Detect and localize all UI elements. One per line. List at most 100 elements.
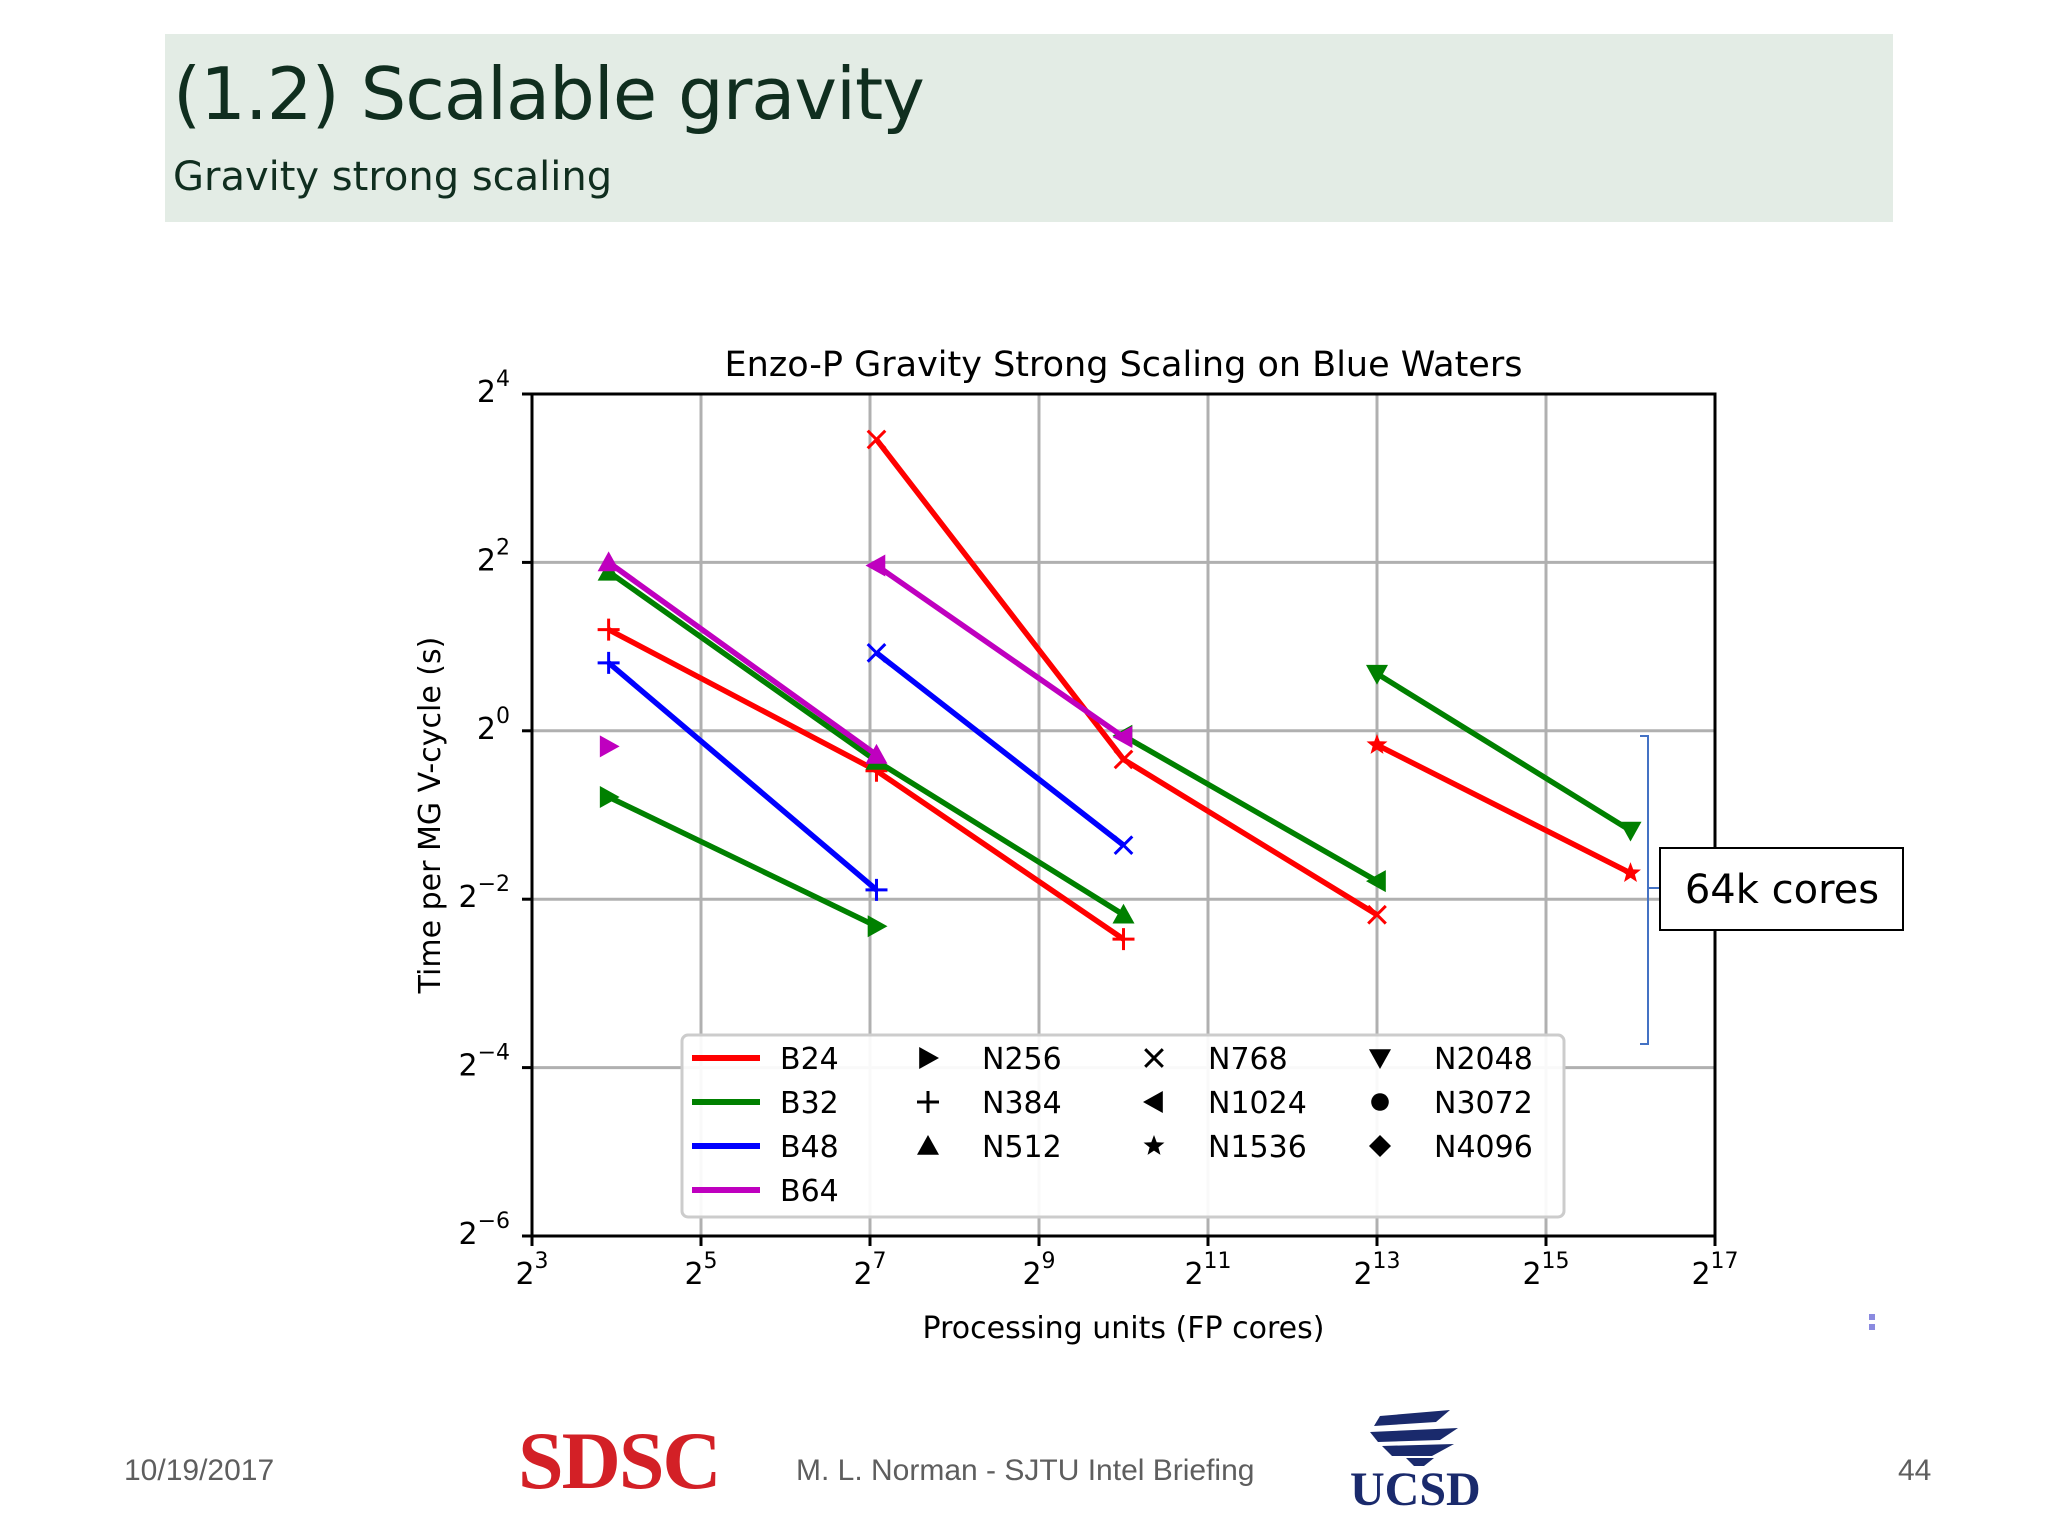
legend-marker [1369,1049,1391,1069]
data-point [597,651,620,674]
marker-shape [1369,1049,1391,1069]
series-b24-n768 [866,429,1387,925]
legend-marker [1371,1093,1389,1111]
data-point [1112,928,1135,951]
y-tick-exponent: 2 [496,535,510,560]
ucsd-logo: UCSD [1350,1463,1481,1516]
marker-shape [1371,1093,1389,1111]
data-point [1366,733,1388,754]
data-point [599,785,620,808]
legend-label: B64 [780,1174,839,1209]
data-point [865,878,888,901]
marker-shape [866,642,887,663]
data-point [1366,664,1388,685]
x-tick-exponent: 13 [1373,1249,1401,1274]
y-tick-label: 2−2 [458,872,510,915]
slide-subtitle: Gravity strong scaling [173,154,613,200]
x-tick-label: 27 [853,1249,886,1292]
y-tick-label: 2−6 [458,1209,510,1252]
cores-callout: 64k cores [1640,735,1904,1045]
series-b64-n512 [597,551,888,764]
legend-label: B48 [780,1130,839,1165]
x-tick-exponent: 9 [1042,1249,1056,1274]
marker-shape [1143,1091,1163,1113]
ucsd-seal-icon [1370,1410,1458,1466]
data-point [599,735,620,758]
series-line [607,560,879,758]
series-line [607,794,878,929]
data-point [1367,904,1387,925]
legend-label: N768 [1208,1042,1288,1077]
marker-shape [865,743,888,764]
x-tick-exponent: 15 [1542,1249,1570,1274]
x-tick-exponent: 5 [704,1249,718,1274]
marker-shape [867,915,888,938]
marker-shape [1112,726,1133,749]
marker-shape [865,554,886,577]
marker-shape [1619,821,1642,842]
data-point [866,642,887,663]
y-tick-label: 22 [477,535,510,578]
legend-marker [919,1047,939,1069]
marker-shape [1620,862,1641,882]
y-tick-label: 2−4 [458,1041,510,1084]
series-line [874,650,1126,848]
legend-label: N256 [982,1042,1062,1077]
x-tick-exponent: 3 [535,1249,549,1274]
data-point [865,554,886,577]
series-b32-n1024 [1112,724,1386,893]
marker-shape [599,735,620,758]
dots-icon [1869,1314,1875,1330]
callout-bracket [1640,735,1649,1045]
data-point [597,551,620,572]
series-line [1375,742,1632,876]
marker-shape [597,651,620,674]
legend-marker [1369,1135,1391,1157]
y-axis-label: Time per MG V-cycle (s) [413,637,448,995]
series-line [607,569,1125,918]
series-line [1375,671,1632,833]
series-b48-n384 [597,651,888,901]
slide-title: (1.2) Scalable gravity [173,52,925,136]
legend-label: N512 [982,1130,1062,1165]
chart-title: Enzo-P Gravity Strong Scaling on Blue Wa… [725,345,1523,385]
plot-frame [530,392,1717,1238]
marker-shape [917,1091,939,1113]
series-b64-n256 [599,735,620,758]
x-tick-label: 25 [684,1249,717,1292]
y-tick-exponent: −6 [478,1209,510,1234]
data-point [1113,835,1134,856]
chart-legend: B24 B32 B48 B64 N256 N384 N512 N768 N1024 N1536 N2… [680,1033,1566,1219]
marker-shape [917,1135,939,1155]
sdsc-logo: SDSC [518,1415,722,1506]
marker-shape [597,618,620,641]
y-tick-exponent: −2 [478,872,510,897]
y-tick-exponent: 0 [496,704,510,729]
marker-shape [599,785,620,808]
x-tick-label: 215 [1522,1249,1569,1292]
legend-label: N2048 [1434,1042,1533,1077]
data-point [1366,870,1386,893]
legend-marker [1144,1048,1164,1068]
legend-marker [1143,1091,1163,1113]
marker-shape [1112,903,1135,924]
data-point [865,743,888,764]
legend-label: B32 [780,1086,839,1121]
legend-label: N4096 [1434,1130,1533,1165]
footer-date: 10/19/2017 [124,1454,275,1487]
y-tick-label: 24 [477,367,510,410]
data-point [1620,862,1641,882]
legend-label: N1024 [1208,1086,1307,1121]
x-tick-exponent: 11 [1204,1249,1232,1274]
data-point [867,915,888,938]
data-point [1112,726,1133,749]
legend-marker [917,1091,939,1113]
data-point [1112,903,1135,924]
legend-label: B24 [780,1042,839,1077]
marker-shape [1112,928,1135,951]
data-point [1113,749,1134,770]
legend-label: N384 [982,1086,1062,1121]
x-tick-label: 29 [1022,1249,1055,1292]
marker-shape [1113,749,1134,770]
